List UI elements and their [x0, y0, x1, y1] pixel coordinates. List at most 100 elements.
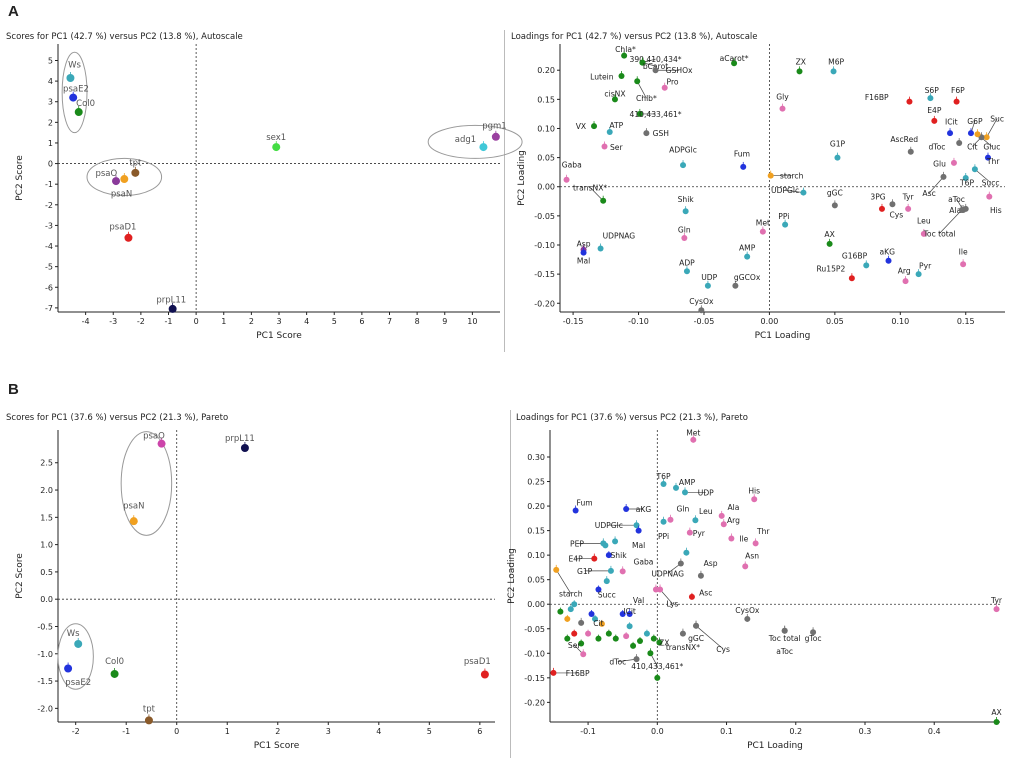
- point-label: Ws: [68, 61, 81, 71]
- y-tick-label: -5: [45, 263, 53, 272]
- data-point: [580, 249, 587, 256]
- group-ellipse: [120, 431, 173, 536]
- data-point: [834, 154, 841, 161]
- x-tick-label: 3: [276, 317, 281, 326]
- point-label: ZX: [659, 638, 669, 647]
- data-point: [915, 271, 922, 278]
- data-point: [677, 560, 684, 567]
- point-label: Ile: [739, 534, 748, 543]
- point-label: cisNX: [604, 90, 625, 99]
- data-point: [591, 555, 598, 562]
- leader-line: [617, 658, 637, 662]
- chart-a-scores: -4 -3 -2 -1 0 1 2 3 4 5 6 7 8 9 10 -7 -6 -5 -4 -3 -2 -1 0 1 2 3 4 5…: [15, 44, 523, 341]
- data-point: [110, 669, 119, 678]
- point-label: Pyr: [693, 529, 706, 538]
- data-point: [600, 540, 607, 547]
- point-label: adg1: [455, 135, 476, 145]
- point-label: Thr: [756, 527, 770, 536]
- point-label: prpL11: [156, 296, 186, 306]
- data-point: [650, 635, 657, 642]
- point-label: Toc total: [923, 229, 956, 238]
- data-point: [611, 96, 618, 103]
- point-label: Col0: [105, 657, 124, 667]
- data-point: [605, 552, 612, 559]
- data-point: [830, 68, 837, 75]
- data-point: [885, 257, 892, 264]
- data-point: [906, 98, 913, 105]
- point-label: Chla*: [615, 45, 636, 54]
- data-point: [623, 506, 630, 513]
- point-label: Gaba: [562, 161, 582, 170]
- data-point: [595, 586, 602, 593]
- data-point: [572, 507, 579, 514]
- data-point: [564, 615, 571, 622]
- x-tick-label: 5: [332, 317, 337, 326]
- point-label: 410,433,461*: [631, 662, 683, 671]
- point-label: UDPNAG: [651, 569, 684, 578]
- point-label: G6P: [967, 117, 983, 126]
- data-point: [698, 307, 705, 314]
- x-axis-label: PC1 Loading: [755, 331, 811, 341]
- point-label: F6P: [951, 86, 965, 95]
- point-label: Leu: [917, 217, 931, 226]
- data-point: [606, 128, 613, 135]
- y-axis-label: PC2 Score: [15, 155, 25, 201]
- leader-line: [974, 168, 991, 183]
- data-point: [657, 586, 664, 593]
- x-tick-label: 6: [359, 317, 364, 326]
- data-point: [718, 512, 725, 519]
- data-point: [752, 540, 759, 547]
- data-point: [588, 611, 595, 618]
- y-tick-label: 0.05: [527, 576, 545, 585]
- point-label: Tyr: [902, 193, 915, 202]
- data-point: [660, 480, 667, 487]
- data-point: [826, 240, 833, 247]
- point-label: psaE2: [63, 84, 89, 94]
- point-label: Succ: [598, 590, 616, 599]
- data-point: [74, 108, 83, 117]
- point-label: His: [748, 486, 760, 495]
- data-point: [986, 193, 993, 200]
- data-point: [564, 635, 571, 642]
- point-label: Glu: [933, 159, 946, 168]
- point-label: Mal: [632, 541, 645, 550]
- data-point: [643, 630, 650, 637]
- point-label: T6P: [959, 179, 974, 188]
- data-point: [550, 669, 557, 676]
- chart-title-a-scores: Scores for PC1 (42.7 %) versus PC2 (13.8…: [6, 32, 243, 42]
- data-point: [731, 60, 738, 67]
- y-tick-label: 4: [48, 77, 53, 86]
- x-tick-label: 0.0: [651, 727, 664, 736]
- data-point: [612, 635, 619, 642]
- data-point: [603, 578, 610, 585]
- y-tick-label: 0.00: [537, 183, 555, 192]
- leader-line: [986, 118, 998, 138]
- y-tick-label: -6: [45, 283, 53, 292]
- data-point: [927, 95, 934, 102]
- data-point: [144, 716, 153, 725]
- data-point: [612, 538, 619, 545]
- point-label: Mal: [577, 257, 590, 266]
- y-tick-label: 0: [48, 160, 53, 169]
- x-tick-label: 10: [467, 317, 477, 326]
- point-label: Toc total: [768, 634, 801, 643]
- y-tick-label: -0.15: [524, 674, 545, 683]
- y-tick-label: 0.10: [527, 551, 545, 560]
- data-point: [878, 205, 885, 212]
- data-point: [571, 601, 578, 608]
- data-point: [950, 159, 957, 166]
- data-point: [635, 527, 642, 534]
- y-tick-label: 2.0: [40, 486, 53, 495]
- data-point: [680, 162, 687, 169]
- panel-divider-a: [504, 30, 505, 352]
- x-tick-label: -0.05: [694, 317, 715, 326]
- point-label: GSHOx: [666, 66, 693, 75]
- point-label: dToc: [928, 143, 945, 152]
- point-label: aToc: [776, 647, 793, 656]
- data-point: [124, 233, 133, 242]
- data-point: [759, 228, 766, 235]
- x-tick-label: 8: [415, 317, 420, 326]
- data-point: [571, 630, 578, 637]
- point-label: aKG: [636, 505, 652, 514]
- point-label: AX: [991, 708, 1001, 717]
